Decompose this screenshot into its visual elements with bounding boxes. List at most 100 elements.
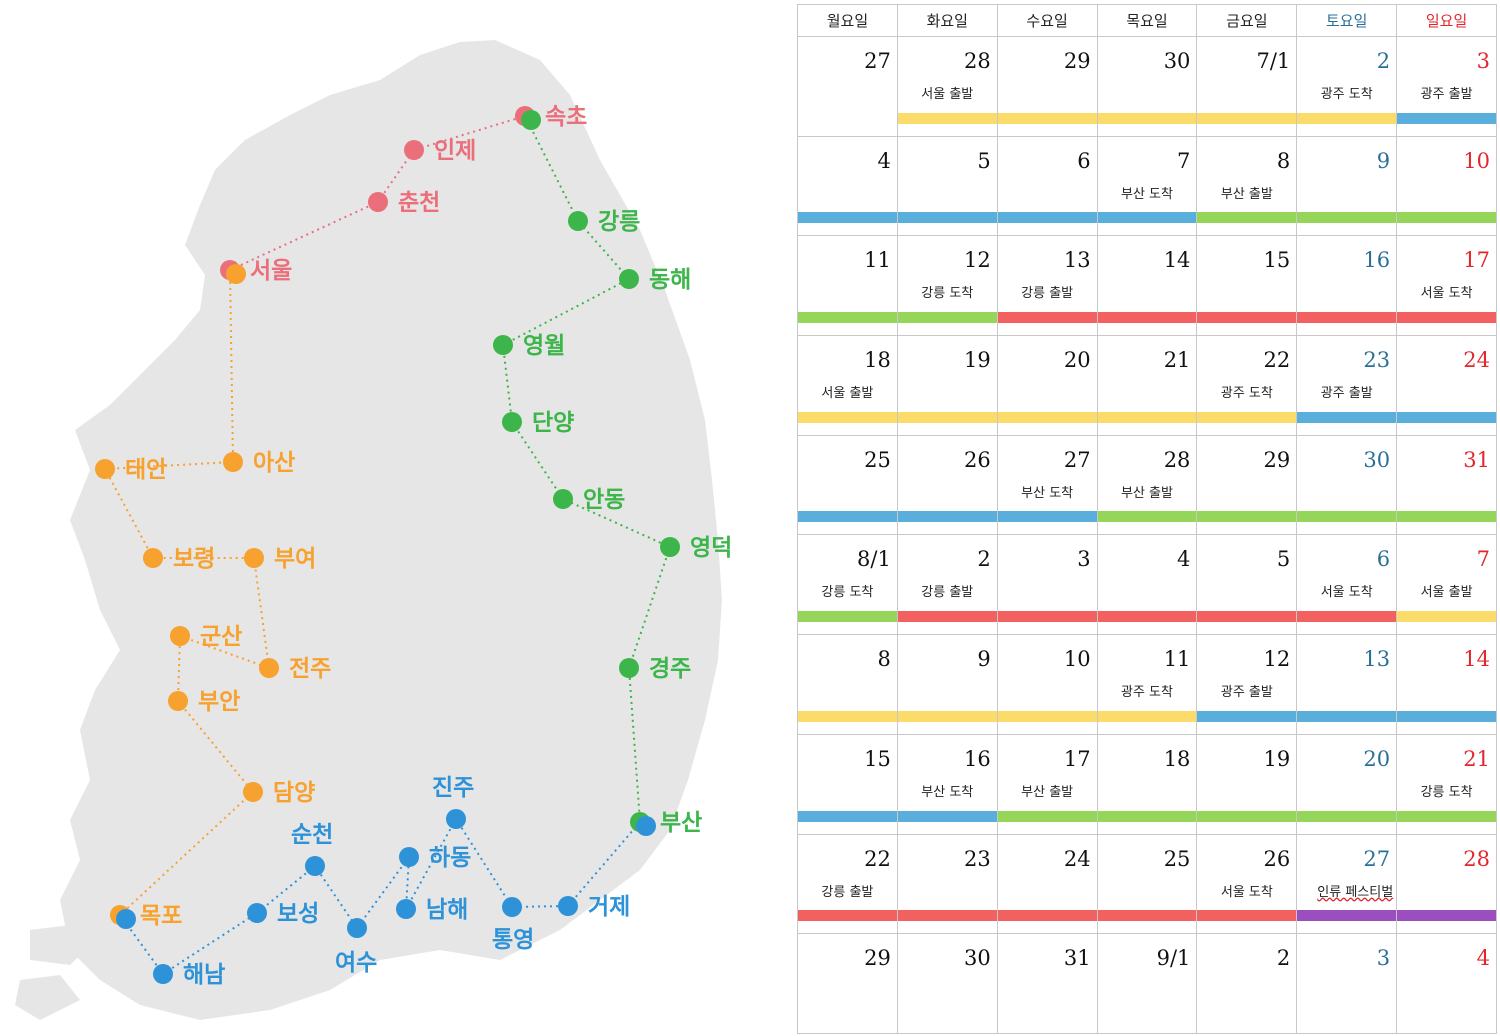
calendar-day-cell[interactable]: 3 [997, 535, 1098, 636]
calendar-day-cell[interactable]: 10 [1397, 136, 1497, 237]
calendar-day-cell[interactable]: 31 [997, 934, 1098, 1034]
calendar-day-cell[interactable]: 20 [1297, 734, 1398, 835]
calendar-day-cell[interactable]: 12 강릉 도착 [897, 236, 998, 337]
city-label-inje: 인제 [434, 138, 476, 164]
calendar-day-cell[interactable]: 30 [1097, 37, 1198, 137]
calendar-day-cell[interactable]: 27 부산 도착 [997, 435, 1098, 536]
day-number: 28 [1163, 447, 1191, 472]
route-bar-blue [798, 810, 897, 822]
route-bar-red [1097, 312, 1197, 324]
calendar-day-cell[interactable]: 8 부산 출발 [1197, 136, 1298, 237]
calendar-day-cell[interactable]: 29 [997, 37, 1098, 137]
calendar-day-cell[interactable]: 11 광주 도착 [1097, 635, 1198, 735]
day-number: 22 [864, 846, 891, 871]
calendar-day-cell[interactable]: 22 광주 도착 [1197, 336, 1298, 436]
calendar-day-cell[interactable]: 9 [897, 635, 998, 735]
day-number: 30 [963, 946, 991, 971]
calendar-day-cell[interactable]: 2 강릉 출발 [897, 535, 998, 636]
calendar-day-cell[interactable]: 3 광주 출발 [1397, 37, 1497, 137]
calendar-day-cell[interactable]: 5 [1197, 535, 1298, 636]
calendar-day-cell[interactable]: 29 [1197, 435, 1298, 536]
calendar-day-cell[interactable]: 7 부산 도착 [1097, 136, 1198, 237]
calendar-day-cell[interactable]: 14 [1397, 635, 1497, 735]
city-label-mokpo: 목포 [140, 903, 182, 929]
city-label-busan: 부산 [660, 810, 702, 836]
calendar-day-cell[interactable]: 23 [897, 834, 998, 935]
calendar-day-cell[interactable]: 21 강릉 도착 [1397, 734, 1497, 835]
route-bar-green [1197, 212, 1297, 224]
calendar-day-cell[interactable]: 23 광주 출발 [1297, 336, 1398, 436]
calendar-day-cell[interactable]: 18 서울 출발 [798, 336, 898, 436]
calendar-day-cell[interactable]: 22 강릉 출발 [798, 834, 898, 935]
calendar-day-cell[interactable]: 13 강릉 출발 [997, 236, 1098, 337]
day-number: 2 [977, 547, 991, 572]
calendar-day-cell[interactable]: 3 [1297, 934, 1398, 1034]
city-marker-yeosu-blue [347, 918, 367, 938]
calendar-day-cell[interactable]: 14 [1097, 236, 1198, 337]
calendar-day-cell[interactable]: 15 [798, 734, 898, 835]
calendar-day-cell[interactable]: 17 부산 출발 [997, 734, 1098, 835]
calendar-day-cell[interactable]: 29 [798, 934, 898, 1034]
city-marker-seoul-orange [226, 264, 246, 284]
route-bar-red [997, 312, 1097, 324]
calendar-day-cell[interactable]: 10 [997, 635, 1098, 735]
calendar-day-cell[interactable]: 19 [897, 336, 998, 436]
calendar-day-cell[interactable]: 18 [1097, 734, 1198, 835]
calendar-day-cell[interactable]: 25 [798, 435, 898, 536]
day-number: 13 [1363, 647, 1391, 672]
calendar-day-cell[interactable]: 7 서울 출발 [1397, 535, 1497, 636]
route-bar-yellow [798, 411, 897, 423]
route-bar-red [897, 910, 997, 922]
weekday-header: 월요일 [798, 5, 898, 37]
day-number: 24 [1463, 348, 1490, 373]
day-number: 31 [1063, 946, 1091, 971]
calendar-day-cell[interactable]: 31 [1397, 435, 1497, 536]
calendar-day-cell[interactable]: 16 [1297, 236, 1398, 337]
calendar-day-cell[interactable]: 4 [1097, 535, 1198, 636]
calendar-day-cell[interactable]: 17 서울 도착 [1397, 236, 1497, 337]
calendar-day-cell[interactable]: 12 광주 출발 [1197, 635, 1298, 735]
city-marker-mokpo-blue [116, 909, 136, 929]
calendar-day-cell[interactable]: 2 [1197, 934, 1298, 1034]
day-number: 20 [1363, 746, 1391, 771]
calendar-day-cell[interactable]: 26 서울 도착 [1197, 834, 1298, 935]
calendar-day-cell[interactable]: 5 [897, 136, 998, 237]
calendar-day-cell[interactable]: 21 [1097, 336, 1198, 436]
calendar-day-cell[interactable]: 4 [798, 136, 898, 237]
city-marker-gangneung-green [568, 211, 588, 231]
calendar-day-cell[interactable]: 9/1 [1097, 934, 1198, 1034]
calendar-day-cell[interactable]: 8/1 강릉 도착 [798, 535, 898, 636]
city-label-boryeong: 보령 [173, 546, 215, 572]
day-number: 18 [864, 348, 891, 373]
calendar-day-cell[interactable]: 4 [1397, 934, 1497, 1034]
calendar-day-cell[interactable]: 27 인류 페스티벌 [1297, 834, 1398, 935]
calendar-day-cell[interactable]: 30 [1297, 435, 1398, 536]
calendar-day-cell[interactable]: 7/1 [1197, 37, 1298, 137]
calendar-day-cell[interactable]: 28 서울 출발 [897, 37, 998, 137]
city-marker-busan-blue [636, 816, 656, 836]
calendar-day-cell[interactable]: 13 [1297, 635, 1398, 735]
calendar-day-cell[interactable]: 11 [798, 236, 898, 337]
city-label-asan: 아산 [253, 450, 295, 476]
calendar-day-cell[interactable]: 27 [798, 37, 898, 137]
calendar-day-cell[interactable]: 19 [1197, 734, 1298, 835]
calendar-day-cell[interactable]: 15 [1197, 236, 1298, 337]
calendar-day-cell[interactable]: 28 부산 출발 [1097, 435, 1198, 536]
calendar-day-cell[interactable]: 26 [897, 435, 998, 536]
calendar-day-cell[interactable]: 16 부산 도착 [897, 734, 998, 835]
calendar-day-cell[interactable]: 20 [997, 336, 1098, 436]
calendar-day-cell[interactable]: 6 [997, 136, 1098, 237]
calendar-day-cell[interactable]: 2 광주 도착 [1297, 37, 1398, 137]
calendar-day-cell[interactable]: 24 [1397, 336, 1497, 436]
calendar-day-cell[interactable]: 6 서울 도착 [1297, 535, 1398, 636]
calendar-day-cell[interactable]: 30 [897, 934, 998, 1034]
calendar-day-cell[interactable]: 8 [798, 635, 898, 735]
calendar-day-cell[interactable]: 24 [997, 834, 1098, 935]
day-number: 7/1 [1256, 49, 1291, 73]
route-bar-red [1097, 611, 1197, 623]
calendar-day-cell[interactable]: 25 [1097, 834, 1198, 935]
calendar-day-cell[interactable]: 9 [1297, 136, 1398, 237]
calendar-day-cell[interactable]: 28 [1397, 834, 1497, 935]
route-bar-yellow [1197, 411, 1297, 423]
